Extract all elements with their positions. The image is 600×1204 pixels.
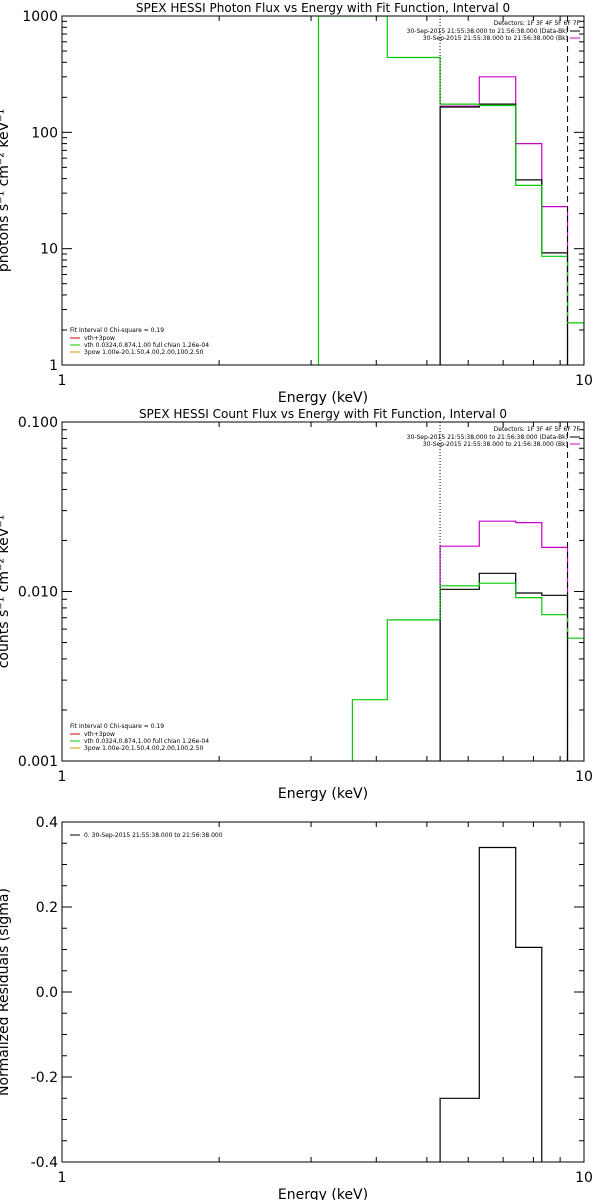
y-tick-label: 0.4 <box>36 815 58 831</box>
series-0-step-line <box>439 846 569 1162</box>
series-0-step-line <box>439 76 569 365</box>
plot-area <box>439 846 569 1162</box>
fit-interval-label: Fit Interval 0 Chi-square = 0.19 <box>70 723 164 730</box>
x-tick-label: 10 <box>575 373 593 389</box>
y-tick-label: -0.4 <box>31 1155 58 1171</box>
legend-right-entry: 30-Sep-2015 21:55:38.000 to 21:56:38.000… <box>407 28 568 35</box>
x-tick-label: 1 <box>58 769 67 785</box>
panel-photon: 1 10 1 10 100 1000 SPEX HESSI Photon Flux vs E… <box>0 1 593 406</box>
chart-title: SPEX HESSI Count Flux vs Energy with Fit… <box>139 407 507 421</box>
y-tick-label: 1 <box>49 358 58 374</box>
legend-left-entry: 3pow 1.00e-20,1.50,4.00,2.00,100,2.50 <box>84 745 204 752</box>
series-1-step-line <box>439 572 569 761</box>
series-0-step-line <box>439 520 569 761</box>
plot-area <box>351 422 584 761</box>
legend-left-entry: vth 0.0324,0.874,1.00 full chian 1.26e-0… <box>84 738 209 745</box>
y-tick-label: 100 <box>31 125 58 141</box>
plot-frame <box>61 421 585 762</box>
legend-right-entry: 30-Sep-2015 21:55:38.000 to 21:56:38.000… <box>407 434 568 441</box>
legend-left-entry: 3pow 1.00e-20,1.50,4.00,2.00,100,2.50 <box>84 349 204 356</box>
y-tick-label: 0.2 <box>36 900 58 916</box>
x-tick-label: 1 <box>58 1170 67 1186</box>
series-2-step-line <box>351 582 584 761</box>
series-2-step-line <box>317 16 584 365</box>
panel-count: 1 10 0.001 0.010 0.100 SPEX HESSI Count Flux … <box>0 407 593 802</box>
plot-frame <box>61 821 585 1163</box>
y-tick-label: 0.0 <box>36 985 58 1001</box>
y-tick-label: -0.2 <box>31 1070 58 1086</box>
plot-frame <box>61 15 585 366</box>
y-tick-label: 10 <box>40 242 58 258</box>
legend-left-entry: vth+3pow <box>84 731 115 738</box>
y-axis-label: photons s⁻¹ cm⁻² keV⁻¹ <box>0 109 12 272</box>
detectors-label: Detectors: 1F 3F 4F 5F 6F 7F <box>494 20 581 27</box>
y-axis-label: Normalized Residuals (sigma) <box>0 888 12 1096</box>
panel-resid: 1 10 -0.4 -0.2 0.0 0.2 0.4 Energy (keV) Normaliz… <box>0 815 593 1203</box>
chart-title: SPEX HESSI Photon Flux vs Energy with Fi… <box>136 1 510 15</box>
legend-right-entry: 30-Sep-2015 21:55:38.000 to 21:56:38.000… <box>423 35 568 42</box>
y-axis-label: counts s⁻¹ cm⁻² keV⁻¹ <box>0 515 12 669</box>
detectors-label: Detectors: 1F 3F 4F 5F 6F 7F <box>494 426 581 433</box>
legend-left-entry: vth+3pow <box>84 335 115 342</box>
x-tick-label: 10 <box>575 1170 593 1186</box>
x-axis-label: Energy (keV) <box>278 1187 368 1200</box>
y-tick-label: 0.010 <box>18 585 58 601</box>
x-tick-label: 10 <box>575 769 593 785</box>
legend-left-entry: 0. 30-Sep-2015 21:55:38.000 to 21:56:38.… <box>84 832 223 839</box>
x-axis-label: Energy (keV) <box>278 786 368 802</box>
x-axis-label: Energy (keV) <box>278 390 368 406</box>
plot-area <box>317 16 584 365</box>
series-1-step-line <box>439 103 569 365</box>
legend-left-entry: vth 0.0324,0.874,1.00 full chian 1.26e-0… <box>84 342 209 349</box>
y-tick-label: 0.001 <box>18 754 58 770</box>
x-tick-label: 1 <box>58 373 67 389</box>
y-tick-label: 1000 <box>22 9 58 25</box>
fit-interval-label: Fit Interval 0 Chi-square = 0.19 <box>70 327 164 334</box>
legend-right-entry: 30-Sep-2015 21:55:38.000 to 21:56:38.000… <box>423 441 568 448</box>
y-tick-label: 0.100 <box>18 415 58 431</box>
